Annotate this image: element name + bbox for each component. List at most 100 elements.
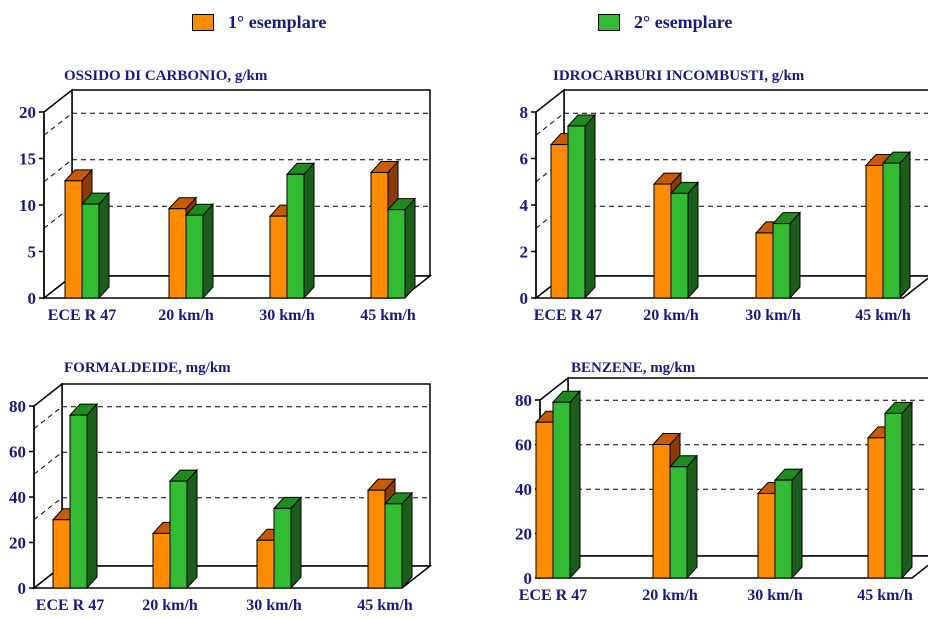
x-tick-label: 30 km/h [747,587,803,604]
x-tick-label: 45 km/h [855,307,911,324]
x-tick-label: 30 km/h [259,307,315,324]
bar-side [290,496,302,590]
x-tick-label: 20 km/h [158,307,214,324]
bar-front [69,414,88,589]
legend-label-series-2: 2° esemplare [634,11,733,32]
bar-front [774,479,793,579]
bar-2-0 [80,191,111,300]
back-wall [71,89,431,277]
y-tick-label: 20 [19,103,36,122]
bar-side [687,181,699,300]
bar-front [256,539,275,589]
y-tick-label: 6 [520,150,529,169]
bar-side [401,491,413,590]
y-tick-label: 40 [515,480,532,499]
y-tick-label: 40 [9,488,26,507]
bar-front [370,171,389,299]
bar-side [186,468,198,590]
y-tick-label: 15 [19,150,36,169]
bar-2-3 [383,491,414,590]
x-tick-label: 45 km/h [360,307,416,324]
bar-front [64,180,83,299]
chart-title-idrocarburi: IDROCARBURI INCOMBUSTI, g/km [553,68,805,84]
bar-front [552,401,571,579]
bar-side [901,401,913,580]
bar-side [303,162,315,300]
bar-front [867,437,886,579]
bar-side [686,454,698,580]
bar-front [387,209,406,299]
y-tick-label: 4 [520,196,529,215]
bar-2-3 [881,150,912,300]
chart-title-benzene: BENZENE, mg/km [571,360,696,376]
bar-front [81,203,100,299]
bar-front [670,192,689,299]
x-tick-label: 30 km/h [745,307,801,324]
bar-front [273,507,292,589]
bar-side [86,402,98,590]
bar-front [653,183,672,299]
bar-front [669,466,688,579]
chart-2: 0 20 40 60 80 ECE R 47 20 km/h 30 km/h 45 km/h [9,382,433,614]
bar-front [772,223,791,299]
bar-front [367,489,386,589]
gridline-diagonal [33,497,63,521]
bar-front [755,232,774,299]
bar-front [269,215,288,299]
bar-2-1 [668,454,699,580]
bar-front [550,144,569,299]
bar-2-0 [68,402,99,590]
y-tick-label: 80 [515,391,532,410]
bar-side [791,467,803,580]
legend-swatch-green [598,13,620,31]
bar-2-3 [883,401,914,580]
chart-title-ossido: OSSIDO DI CARBONIO, g/km [64,68,268,84]
bar-front [384,503,403,589]
x-tick-label: ECE R 47 [48,307,116,324]
bar-side [899,150,911,300]
bar-side [202,202,214,300]
bar-front [286,173,305,299]
x-tick-label: 30 km/h [246,597,302,614]
bar-2-1 [669,181,700,300]
gridline-diagonal [33,406,63,430]
bar-2-3 [386,197,417,300]
bar-front [152,532,171,589]
x-tick-label: ECE R 47 [519,587,587,604]
y-tick-label: 2 [520,243,529,262]
y-tick-label: 0 [18,579,27,598]
bar-front [567,125,586,299]
y-tick-label: 8 [520,103,529,122]
bar-side [569,389,581,580]
bar-front [882,162,901,299]
x-tick-label: 20 km/h [642,587,698,604]
chart-1: 0 2 4 6 8 ECE R 47 20 km/h 30 km/h 45 km/h [520,88,928,324]
legend-series-2: 2° esemplare [598,10,732,34]
gridline-diagonal [43,112,73,136]
bar-2-1 [168,468,199,590]
bar-2-2 [272,496,303,590]
bar-2-0 [551,389,582,580]
x-tick-label: ECE R 47 [36,597,104,614]
x-tick-label: ECE R 47 [534,307,602,324]
gridline-diagonal [43,159,73,183]
legend-label-series-1: 1° esemplare [228,11,327,32]
y-tick-label: 0 [524,569,533,588]
x-tick-label: 45 km/h [357,597,413,614]
bar-front [535,421,554,579]
y-tick-label: 20 [515,525,532,544]
x-tick-label: 45 km/h [857,587,913,604]
bar-side [404,197,416,300]
bar-2-2 [285,162,316,300]
y-tick-label: 60 [9,443,26,462]
bar-side [98,191,110,300]
bar-front [185,214,204,299]
y-tick-label: 0 [28,289,37,308]
bar-front [757,492,776,579]
bar-2-1 [184,202,215,300]
bar-side [789,211,801,300]
bar-front [652,444,671,579]
y-tick-label: 0 [520,289,529,308]
bar-2-2 [771,211,802,300]
